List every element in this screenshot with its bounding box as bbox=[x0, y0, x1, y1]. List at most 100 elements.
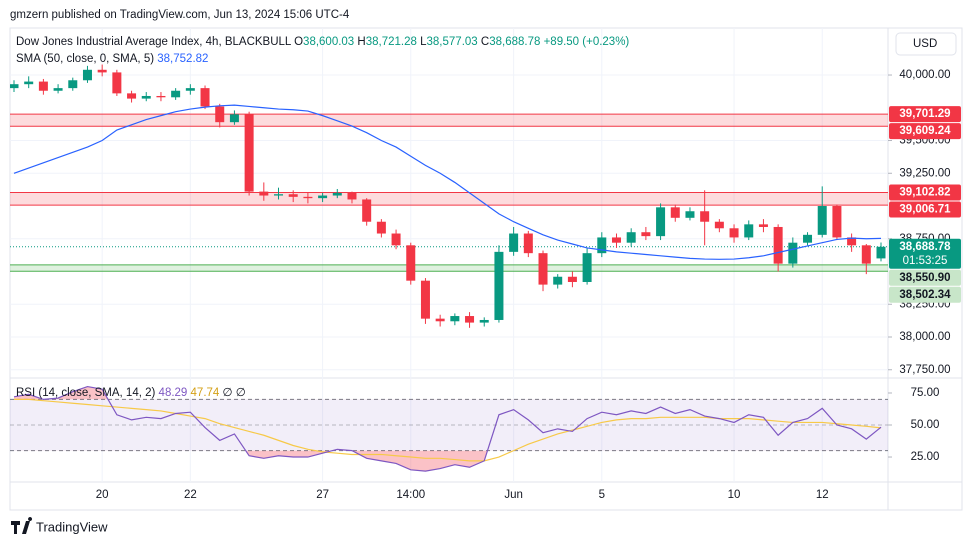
candle-body bbox=[656, 207, 666, 237]
brand-logo bbox=[11, 517, 33, 534]
candle-body bbox=[714, 221, 724, 229]
candle-body bbox=[244, 114, 254, 192]
price-tags: 39,701.29 39,609.24 39,102.82 39,006.71 38,6… bbox=[889, 106, 961, 303]
rsi-name: RSI (14, close, SMA, 14, 2) bbox=[16, 387, 156, 399]
candle-body bbox=[288, 194, 298, 197]
grid: 40,000.0039,500.0039,250.0038,750.0038,2… bbox=[10, 28, 951, 482]
currency[interactable]: USD bbox=[913, 38, 937, 50]
candle-body bbox=[376, 221, 386, 234]
candle-body bbox=[229, 114, 239, 123]
candles bbox=[10, 64, 886, 328]
x-tick-label: 10 bbox=[728, 489, 741, 501]
candle-body bbox=[611, 237, 621, 243]
x-tick-label: 5 bbox=[599, 489, 605, 501]
price-tag-label: 39,006.71 bbox=[899, 204, 951, 216]
price-tag bbox=[889, 286, 961, 303]
candle-body bbox=[127, 93, 137, 99]
candle-body bbox=[817, 206, 827, 235]
candle-body bbox=[773, 226, 783, 264]
chart-frame bbox=[9, 27, 963, 511]
candle-body bbox=[259, 191, 269, 196]
candle-body bbox=[479, 319, 489, 323]
price-tag-label: 38,688.78 bbox=[899, 241, 951, 253]
zone bbox=[10, 114, 888, 127]
candle-body bbox=[670, 207, 680, 218]
candle-body bbox=[685, 211, 695, 218]
legend-rsi: RSI (14, close, SMA, 14, 2) 48.29 47.74 … bbox=[16, 387, 246, 399]
price-tag-label: 38,550.90 bbox=[899, 272, 950, 284]
candle-body bbox=[626, 232, 636, 243]
candle-body bbox=[97, 69, 107, 73]
currency-button[interactable] bbox=[895, 32, 957, 56]
published-note: gmzern published on TradingView.com, Jun… bbox=[10, 9, 350, 21]
candle-body bbox=[347, 192, 357, 200]
candle-body bbox=[509, 233, 519, 252]
x-tick-label: Jun bbox=[504, 489, 523, 501]
y-tick-label: 37,750.00 bbox=[899, 364, 950, 376]
candle-body bbox=[567, 276, 577, 282]
candle-body bbox=[274, 194, 284, 196]
candle-body bbox=[744, 224, 754, 238]
rsi-pane: 75.00 50.00 25.00 bbox=[10, 385, 940, 472]
y-tick-label: 25.00 bbox=[911, 451, 940, 463]
candle-body bbox=[435, 318, 445, 322]
y-tick-label: 50.00 bbox=[911, 419, 940, 431]
candle-body bbox=[729, 228, 739, 238]
price-tag bbox=[889, 269, 961, 286]
candle-body bbox=[200, 88, 210, 107]
x-tick-label: 22 bbox=[184, 489, 197, 501]
price-tag bbox=[889, 238, 961, 269]
y-tick-label: 39,250.00 bbox=[899, 167, 950, 179]
candle-body bbox=[185, 88, 195, 91]
x-tick-label: 14:00 bbox=[396, 489, 425, 501]
y-tick-label: 40,000.00 bbox=[899, 69, 950, 81]
change: +89.50 (+0.23%) bbox=[544, 36, 630, 48]
candle-body bbox=[53, 88, 63, 91]
rsi-sma-line bbox=[14, 398, 882, 462]
candle-body bbox=[156, 95, 166, 98]
candle-body bbox=[112, 72, 122, 94]
sma-line bbox=[13, 104, 882, 260]
price-tag bbox=[889, 106, 961, 123]
ohlc-value: 38,721.28 bbox=[366, 36, 417, 48]
price-tag-label: 38,502.34 bbox=[899, 289, 951, 301]
oversold-fill bbox=[14, 450, 881, 472]
symbol: Dow Jones Industrial Average Index, 4h, … bbox=[16, 36, 292, 48]
legend-sma: SMA (50, close, 0, SMA, 5) 38,752.82 bbox=[16, 53, 208, 65]
ohlc-label: H bbox=[357, 36, 365, 48]
candle-body bbox=[538, 253, 548, 285]
candle-body bbox=[788, 242, 798, 264]
candle-body bbox=[832, 206, 842, 238]
brand: TradingView bbox=[36, 519, 108, 534]
rsi-band bbox=[10, 399, 888, 451]
candle-body bbox=[641, 232, 651, 237]
price-tag-label: 39,701.29 bbox=[899, 108, 950, 120]
rsi-line bbox=[13, 385, 882, 472]
candle-body bbox=[215, 106, 225, 123]
candle-body bbox=[362, 199, 372, 222]
ohlc-value: 38,600.03 bbox=[303, 36, 354, 48]
sma-name: SMA (50, close, 0, SMA, 5) bbox=[16, 53, 154, 65]
candle-body bbox=[758, 224, 768, 227]
candle-body bbox=[391, 233, 401, 246]
ohlc-value: 38,688.78 bbox=[489, 36, 540, 48]
price-tag-label: 39,102.82 bbox=[899, 187, 950, 199]
candle-body bbox=[141, 95, 151, 99]
candle-body bbox=[38, 81, 48, 91]
candle-body bbox=[597, 237, 607, 254]
y-tick-label: 38,000.00 bbox=[899, 331, 950, 343]
zones bbox=[10, 113, 888, 272]
candle-body bbox=[68, 80, 78, 89]
candle-body bbox=[24, 81, 34, 85]
rsi-value: 48.29 bbox=[159, 387, 188, 399]
candle-body bbox=[523, 233, 533, 254]
x-tick-label: 20 bbox=[96, 489, 109, 501]
countdown: 01:53:25 bbox=[903, 255, 948, 267]
candle-body bbox=[318, 195, 328, 199]
candle-body bbox=[582, 253, 592, 282]
candle-body bbox=[861, 245, 871, 264]
zone bbox=[10, 192, 888, 206]
x-tick-label: 12 bbox=[816, 489, 829, 501]
